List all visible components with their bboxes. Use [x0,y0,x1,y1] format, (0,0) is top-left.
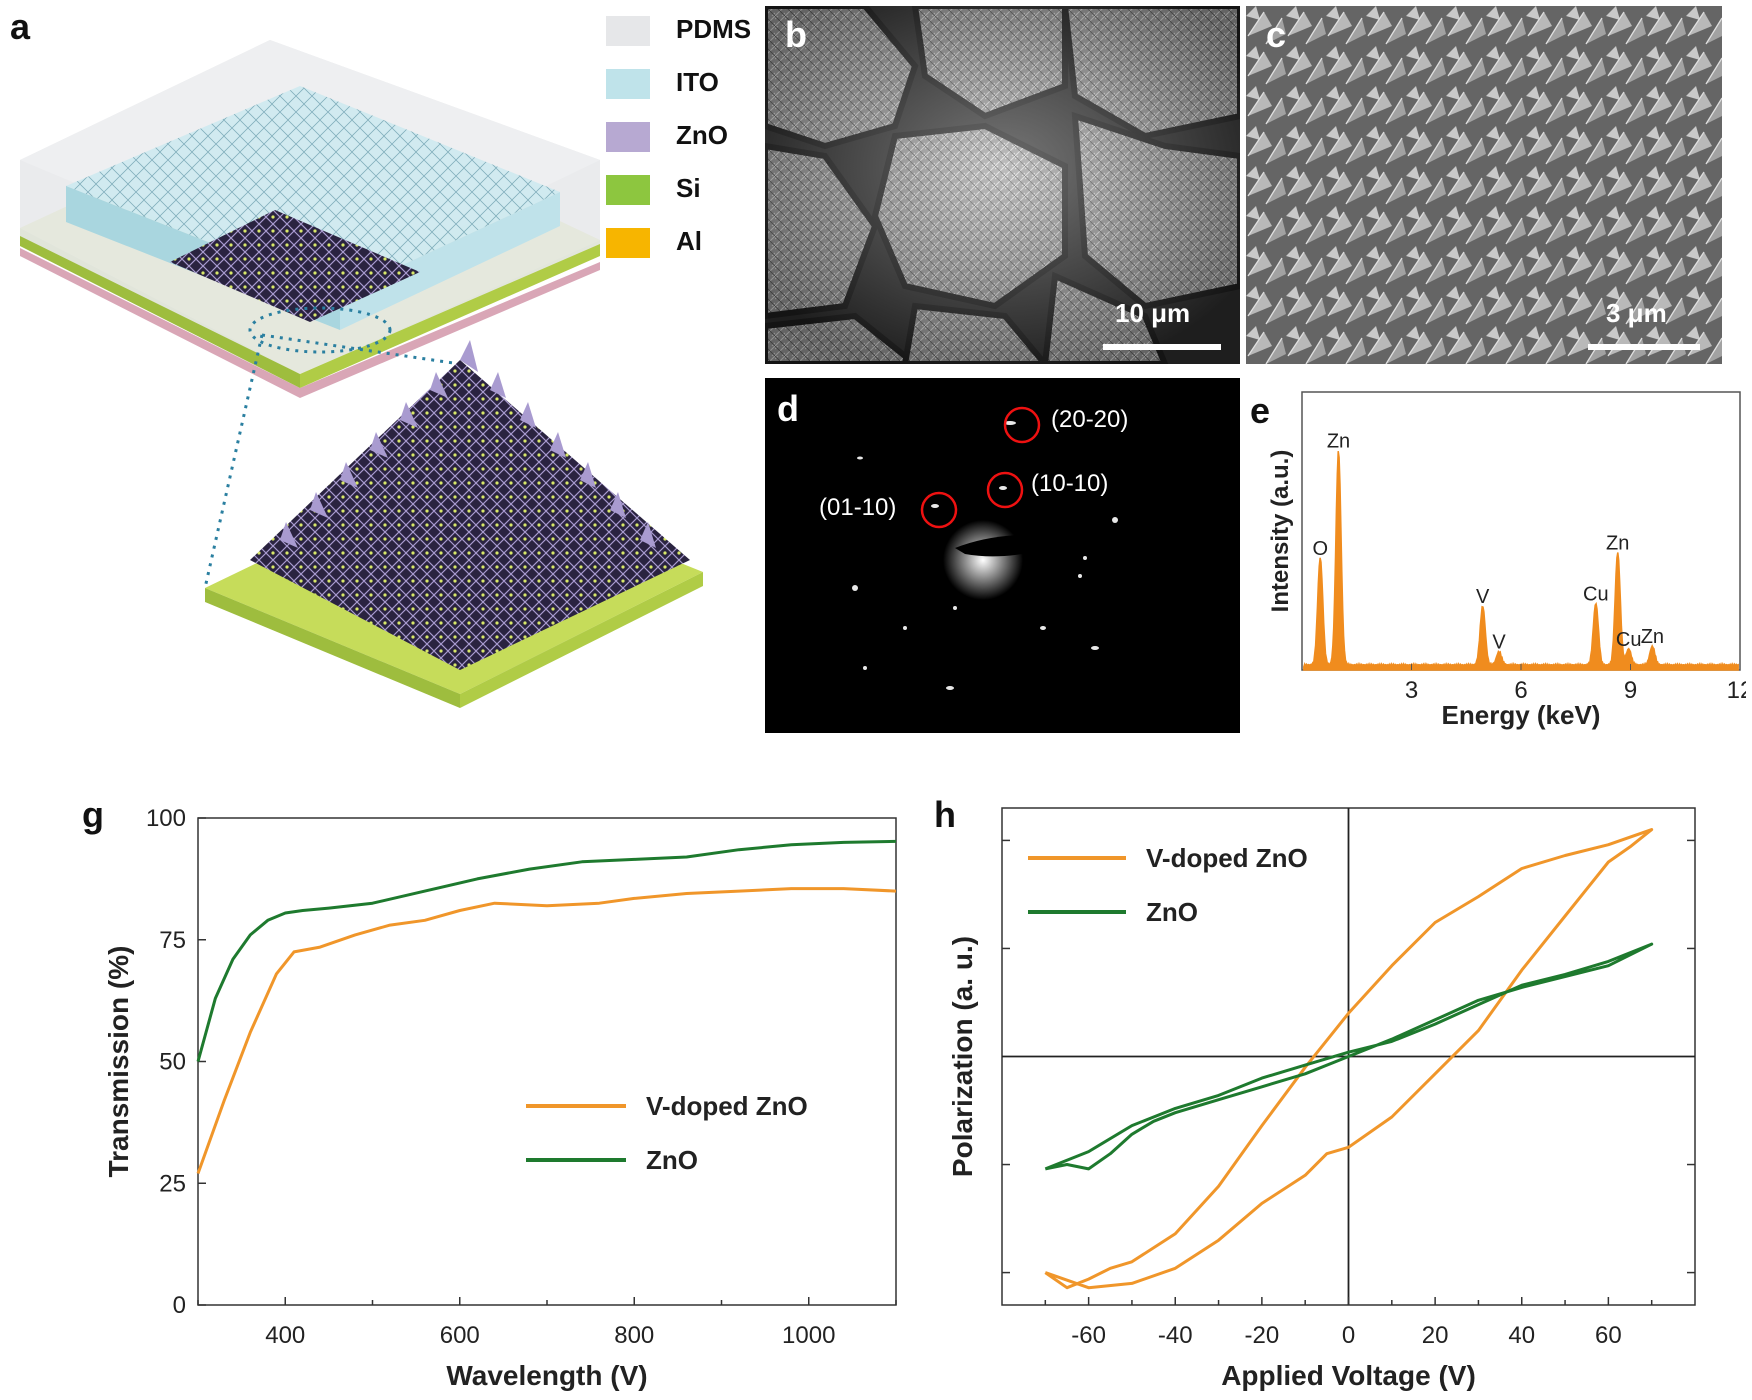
panel-label-c: c [1266,14,1287,55]
spot-label-20-20: (20-20) [1051,406,1129,433]
panel-g: g 0 25 50 75 100 400 600 800 1000 Wavelength (V) T… [0,780,910,1400]
legend-label: V-doped ZnO [1146,843,1308,873]
x-axis-title: Energy (keV) [1442,700,1601,730]
x-tick-label: 800 [614,1322,654,1349]
x-tick-label: 600 [440,1322,480,1349]
y-tick-label: 100 [146,805,186,832]
panel-label-b: b [785,14,807,55]
legend-item-ito: ITO [606,63,766,116]
series-line [196,887,897,1175]
legend-label: ZnO [646,1145,698,1175]
ito-layer [66,86,560,294]
legend-swatch [606,16,650,46]
peak-label: Zn [1327,431,1350,453]
spot-marker [986,471,1024,509]
scale-bar [1103,344,1221,350]
legend-swatch [606,175,650,205]
x-tick-label: 400 [265,1322,305,1349]
plot-frame [197,817,897,1306]
x-axis-title: Applied Voltage (V) [1221,1360,1476,1391]
x-tick-label: -40 [1158,1322,1193,1349]
series-line [1044,828,1654,1290]
panel-label-g: g [82,794,104,835]
panel-label-d: d [777,388,799,429]
plot-frame [1301,391,1741,671]
peak-label: Cu [1616,629,1642,651]
spot-label-01-10: (01-10) [819,494,897,521]
spot-marker [920,491,958,529]
eds-chart: OZnVVCuZnCuZn36912Energy (keV)Intensity … [1267,391,1746,730]
legend-swatch [606,228,650,258]
peak-label: Cu [1583,583,1609,605]
x-tick-label: 20 [1422,1322,1449,1349]
device-schematic [20,40,703,708]
polarization-chart: -60 -40 -20 0 20 40 60 Applied Voltage (V) Polar… [947,807,1696,1391]
scale-bar-label: 3 μm [1606,298,1667,328]
legend-item-zno: ZnO [606,116,766,169]
series-line [196,839,897,1062]
y-tick-label: 25 [159,1170,186,1197]
scale-bar-label: 10 μm [1115,298,1191,328]
legend-item-si: Si [606,169,766,222]
legend-item-al: Al [606,222,766,275]
panel-label-h: h [934,794,956,835]
legend-label: Si [676,173,701,203]
x-tick-label: 60 [1595,1322,1622,1349]
peak-label: V [1476,586,1490,608]
x-tick-label: 6 [1514,677,1527,704]
spot-marker [1003,406,1041,444]
y-tick-label: 50 [159,1049,186,1076]
peak-label: O [1312,538,1328,560]
legend-label: V-doped ZnO [646,1091,808,1121]
zno-exposed [170,210,420,322]
panel-label-a: a [10,6,31,47]
x-tick-label: -20 [1245,1322,1280,1349]
sem-image-c: c 3 μm [1246,6,1722,364]
peak-label: V [1492,632,1506,654]
legend-item-pdms: PDMS [606,10,766,63]
legend-label: Al [676,226,702,256]
x-tick-label: 12 [1727,677,1746,704]
x-tick-label: 9 [1624,677,1637,704]
panel-e: e OZnVVCuZnCuZn36912Energy (keV)Intensit… [1246,372,1746,742]
x-tick-label: 1000 [782,1322,835,1349]
y-tick-label: 75 [159,927,186,954]
legend-label: ZnO [676,120,728,150]
layer-legend: PDMS ITO ZnO Si Al [606,10,766,275]
x-axis-title: Wavelength (V) [446,1360,647,1391]
sem-image-b: b 10 μm [765,6,1240,364]
y-axis-title: Polarization (a. u.) [947,936,978,1177]
legend-label: ZnO [1146,897,1198,927]
x-tick-label: 3 [1405,677,1418,704]
x-tick-label: 40 [1508,1322,1535,1349]
legend-label: PDMS [676,14,752,44]
series-line [1044,942,1654,1171]
y-axis-title: Transmission (%) [103,946,134,1178]
legend-swatch [606,122,650,152]
saed-pattern-d: d (20-20) (10-10) (01-10) [765,378,1240,733]
legend-swatch [606,69,650,99]
legend-label: ITO [676,67,719,97]
x-tick-label: 0 [1342,1322,1355,1349]
scale-bar [1588,344,1700,350]
peak-label: Zn [1606,532,1629,554]
x-tick-label: -60 [1071,1322,1106,1349]
y-tick-label: 0 [173,1292,186,1319]
spot-label-10-10: (10-10) [1031,470,1109,497]
panel-h: h -60 -40 -20 0 20 40 60 Applied Voltage (V) Pol… [910,780,1752,1400]
peak-label: Zn [1641,626,1664,648]
zoom-zno-pyramids [250,360,690,670]
y-axis-title: Intensity (a.u.) [1267,450,1294,613]
panel-label-e: e [1250,390,1271,431]
transmission-chart: 0 25 50 75 100 400 600 800 1000 Wavelength (V) Tra… [103,805,897,1391]
panel-a: a [0,0,770,720]
